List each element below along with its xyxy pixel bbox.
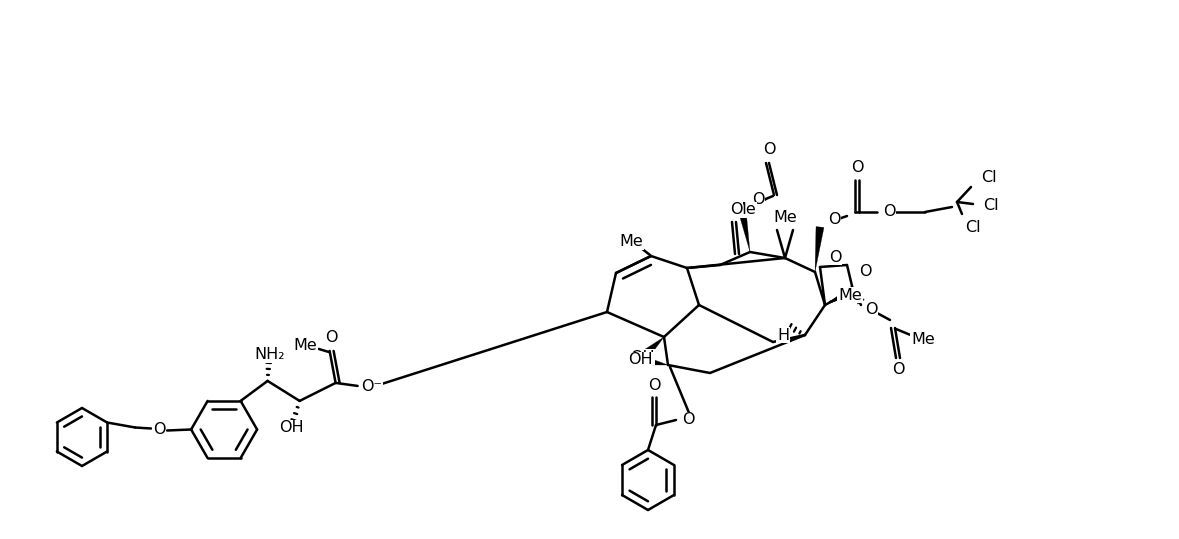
Text: O: O [891, 363, 904, 377]
Text: OH: OH [279, 420, 304, 436]
Text: O: O [752, 192, 764, 208]
Text: NH₂: NH₂ [255, 348, 285, 362]
Polygon shape [852, 290, 864, 304]
Text: O⁻: O⁻ [361, 379, 382, 395]
Polygon shape [645, 357, 668, 365]
Polygon shape [825, 286, 855, 305]
Text: Me: Me [732, 203, 756, 218]
Polygon shape [645, 337, 664, 355]
Text: OH: OH [627, 353, 652, 368]
Text: O: O [828, 211, 841, 226]
Polygon shape [738, 209, 750, 252]
Text: O: O [829, 250, 842, 265]
Text: Me: Me [838, 287, 862, 302]
Text: Me: Me [294, 338, 317, 354]
Polygon shape [815, 226, 824, 272]
Text: O: O [883, 204, 895, 219]
Text: O: O [763, 142, 776, 157]
Text: Cl: Cl [966, 219, 981, 234]
Text: O: O [851, 160, 863, 175]
Text: O: O [647, 377, 660, 392]
Text: Me: Me [619, 234, 643, 250]
Text: Cl: Cl [981, 170, 996, 185]
Text: O: O [858, 265, 871, 280]
Text: O: O [325, 330, 338, 345]
Text: O: O [730, 202, 743, 217]
Text: OH: OH [630, 349, 654, 364]
Text: Me: Me [911, 333, 935, 348]
Text: O: O [681, 412, 694, 427]
Text: Me: Me [773, 211, 797, 225]
Text: Cl: Cl [983, 197, 999, 212]
Text: O: O [864, 302, 877, 317]
Text: O: O [153, 422, 165, 437]
Text: H: H [777, 328, 789, 342]
